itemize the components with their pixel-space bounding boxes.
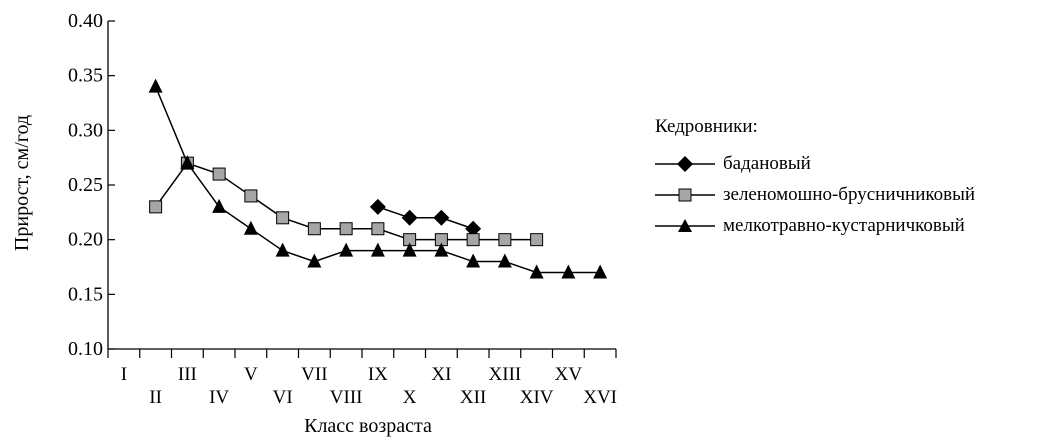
legend-item-zelenomoshno: зеленомошно-брусничниковый bbox=[655, 179, 1045, 210]
x-tick-label: IX bbox=[368, 364, 388, 385]
legend-swatch-diamond bbox=[655, 155, 715, 172]
x-tick-label: X bbox=[403, 387, 417, 408]
x-tick-label: XI bbox=[431, 364, 451, 385]
y-tick-label: 0.20 bbox=[68, 229, 103, 251]
x-tick-label: II bbox=[149, 387, 162, 408]
data-point-triangle bbox=[466, 253, 481, 268]
data-point-diamond bbox=[401, 209, 418, 226]
x-tick-label: XVI bbox=[583, 387, 617, 408]
data-point-triangle bbox=[561, 264, 576, 279]
data-point-square bbox=[212, 167, 226, 181]
x-tick-label: VII bbox=[301, 364, 327, 385]
data-point-triangle bbox=[339, 242, 354, 257]
legend-swatch-triangle bbox=[655, 218, 715, 232]
data-point-square bbox=[276, 211, 290, 225]
series-layer bbox=[148, 78, 608, 279]
data-point-square bbox=[244, 189, 258, 203]
x-tick-label: XIV bbox=[520, 387, 554, 408]
y-tick-label: 0.15 bbox=[68, 283, 103, 305]
series-2 bbox=[149, 156, 544, 247]
y-tick-label: 0.40 bbox=[68, 10, 103, 32]
data-point-diamond bbox=[369, 198, 386, 215]
data-point-triangle bbox=[307, 253, 322, 268]
x-tick-label: VI bbox=[273, 387, 293, 408]
x-tick-label: III bbox=[178, 364, 197, 385]
data-point-triangle bbox=[275, 242, 290, 257]
data-point-square bbox=[498, 233, 512, 247]
legend-title: Кедровники: bbox=[655, 116, 758, 137]
data-point-diamond bbox=[465, 220, 482, 237]
y-tick-label: 0.35 bbox=[68, 65, 103, 87]
data-point-square bbox=[466, 233, 480, 247]
legend-label: зеленомошно-брусничниковый bbox=[723, 183, 976, 205]
y-tick-label: 0.10 bbox=[68, 338, 103, 360]
data-point-square bbox=[307, 222, 321, 236]
data-point-triangle bbox=[212, 198, 227, 213]
legend-label: бадановый bbox=[723, 152, 811, 174]
data-point-square bbox=[149, 200, 163, 214]
data-point-triangle bbox=[180, 155, 195, 170]
data-point-triangle bbox=[402, 242, 417, 257]
series-3 bbox=[148, 78, 608, 279]
legend-swatch-square bbox=[655, 188, 715, 201]
data-point-diamond bbox=[433, 209, 450, 226]
x-tick-label: I bbox=[121, 364, 127, 385]
x-tick-label: XII bbox=[460, 387, 486, 408]
series-line bbox=[377, 206, 474, 230]
y-tick-label: 0.30 bbox=[68, 119, 103, 141]
x-tick-label: XIII bbox=[489, 364, 522, 385]
series-1 bbox=[369, 198, 482, 237]
x-tick-label: XV bbox=[555, 364, 583, 385]
legend-item-melkotravno: мелкотравно-кустарничковый bbox=[655, 210, 1045, 241]
x-tick-label: VIII bbox=[330, 387, 363, 408]
data-point-triangle bbox=[434, 242, 449, 257]
data-point-triangle bbox=[148, 78, 163, 93]
data-point-square bbox=[371, 222, 385, 236]
legend-label: мелкотравно-кустарничковый bbox=[723, 214, 965, 236]
data-point-square bbox=[530, 233, 544, 247]
legend: Кедровники: бадановый зеленомошно-брусни… bbox=[655, 112, 1045, 241]
y-axis-ticks: 0.10 0.15 0.20 0.25 0.30 0.35 0.40 bbox=[68, 10, 115, 360]
x-tick-label: IV bbox=[209, 387, 229, 408]
x-axis-label: Класс возраста bbox=[304, 415, 432, 437]
data-point-square bbox=[339, 222, 353, 236]
y-axis-label: Прирост, см/год bbox=[11, 115, 33, 251]
y-tick-label: 0.25 bbox=[68, 174, 103, 196]
x-tick-label: V bbox=[244, 364, 258, 385]
data-point-triangle bbox=[243, 220, 258, 235]
axes bbox=[107, 21, 616, 350]
data-point-triangle bbox=[370, 242, 385, 257]
data-point-triangle bbox=[593, 264, 608, 279]
legend-item-badanovyi: бадановый bbox=[655, 148, 1045, 179]
data-point-triangle bbox=[497, 253, 512, 268]
data-point-triangle bbox=[529, 264, 544, 279]
